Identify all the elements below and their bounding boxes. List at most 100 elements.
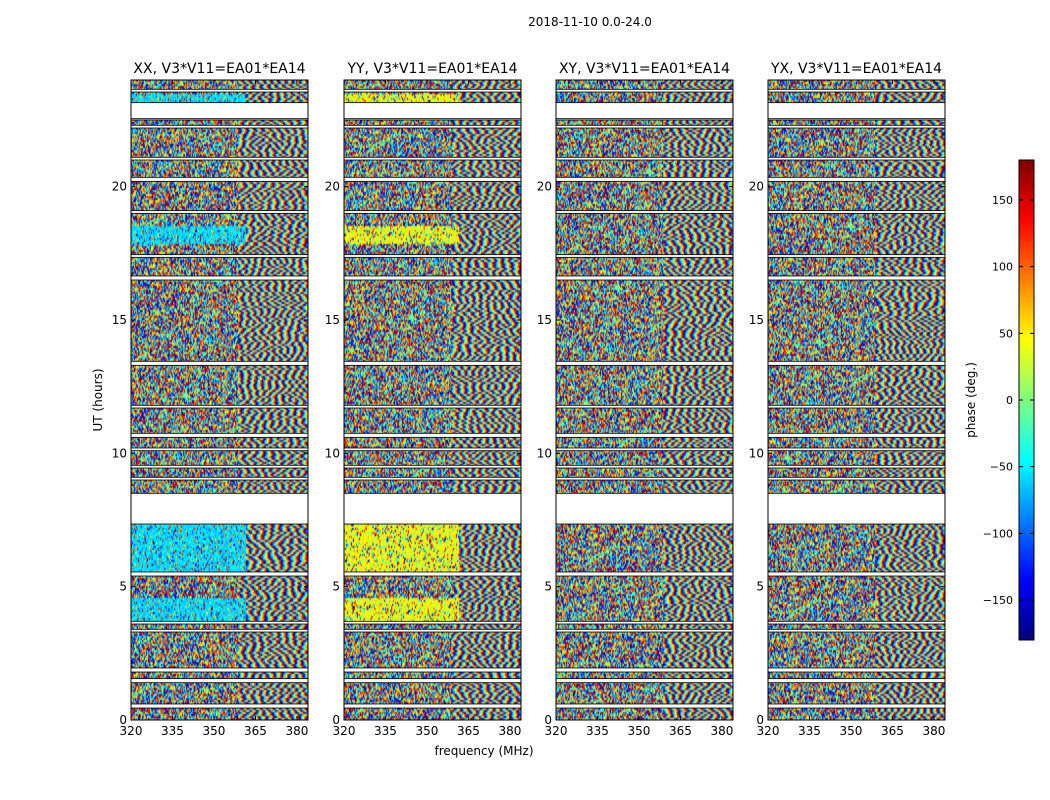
data-gap — [343, 628, 522, 633]
y-axis-label: UT (hours) — [91, 368, 105, 431]
x-tick-label: 380 — [710, 724, 733, 738]
data-gap — [767, 667, 946, 673]
data-gap — [767, 176, 946, 182]
data-gap — [555, 156, 734, 161]
data-gap — [555, 464, 734, 469]
data-gap — [343, 176, 522, 182]
y-tick-label: 20 — [749, 180, 764, 194]
y-tick-label: 15 — [112, 313, 127, 327]
data-gap — [343, 464, 522, 469]
colorbar-tick-label: 50 — [999, 327, 1013, 340]
data-gap — [767, 432, 946, 438]
panel-2: XY, V3*V11=EA01*EA14 320 335 350 365 380 0 5 10 1… — [537, 61, 734, 738]
data-gap — [767, 102, 946, 120]
data-gap — [555, 254, 734, 258]
data-gap — [555, 667, 734, 673]
colorbar: 150 100 50 0 −50 −100 −150 phase (deg.) — [964, 159, 1035, 641]
data-gap — [343, 102, 522, 120]
y-tick-label: 5 — [119, 580, 127, 594]
data-gap — [555, 628, 734, 633]
colorbar-tick-label: −150 — [983, 594, 1013, 607]
data-gap — [767, 476, 946, 481]
data-gap — [555, 432, 734, 438]
x-tick-label: 380 — [498, 724, 521, 738]
y-tick-label: 0 — [544, 713, 552, 727]
data-gap — [130, 404, 309, 409]
data-gap — [130, 492, 309, 525]
data-gap — [130, 464, 309, 469]
x-tick-label: 320 — [120, 724, 143, 738]
x-tick-label: 380 — [285, 724, 308, 738]
y-tick-label: 5 — [756, 580, 764, 594]
panel-title: YX, V3*V11=EA01*EA14 — [770, 61, 942, 77]
x-tick-label: 335 — [798, 724, 821, 738]
y-tick-label: 5 — [544, 580, 552, 594]
panel-frame — [767, 79, 946, 721]
y-tick-label: 0 — [332, 713, 340, 727]
data-gap — [130, 432, 309, 438]
panel-title: XY, V3*V11=EA01*EA14 — [559, 61, 730, 77]
data-gap — [343, 275, 522, 281]
x-tick-label: 365 — [244, 724, 267, 738]
data-gap — [343, 156, 522, 161]
data-gap — [767, 88, 946, 93]
data-gap — [767, 124, 946, 129]
data-gap — [130, 678, 309, 684]
data-gap — [555, 476, 734, 481]
data-gap — [130, 620, 309, 625]
y-tick-label: 10 — [325, 446, 340, 460]
x-tick-label: 380 — [922, 724, 945, 738]
x-tick-label: 320 — [545, 724, 568, 738]
panel-frame — [343, 79, 522, 721]
data-gap — [555, 620, 734, 625]
data-gap — [767, 210, 946, 214]
data-gap — [767, 156, 946, 161]
y-tick-label: 10 — [537, 446, 552, 460]
x-tick-label: 335 — [586, 724, 609, 738]
figure-suptitle: 2018-11-10 0.0-24.0 — [528, 15, 652, 29]
y-tick-label: 20 — [112, 180, 127, 194]
data-gap — [343, 210, 522, 214]
data-gap — [343, 447, 522, 452]
panel-title: YY, V3*V11=EA01*EA14 — [346, 61, 517, 77]
data-gap — [130, 667, 309, 673]
panel-frame — [555, 79, 734, 721]
data-gap — [555, 88, 734, 93]
data-gap — [130, 703, 309, 709]
data-gap — [555, 102, 734, 120]
data-gap — [555, 210, 734, 214]
data-gap — [343, 703, 522, 709]
data-gap — [555, 275, 734, 281]
data-gap — [130, 476, 309, 481]
y-tick-label: 10 — [749, 446, 764, 460]
data-gap — [130, 88, 309, 93]
colorbar-tick-label: 150 — [992, 194, 1013, 207]
data-gap — [767, 464, 946, 469]
phase-heatmap — [131, 80, 308, 720]
data-gap — [767, 628, 946, 633]
y-tick-label: 15 — [537, 313, 552, 327]
data-gap — [130, 628, 309, 633]
colorbar-tick-label: 0 — [1006, 394, 1013, 407]
x-tick-label: 335 — [374, 724, 397, 738]
data-gap — [343, 404, 522, 409]
data-gap — [555, 703, 734, 709]
data-gap — [130, 124, 309, 129]
data-gap — [555, 678, 734, 684]
y-tick-label: 5 — [332, 580, 340, 594]
y-tick-label: 15 — [749, 313, 764, 327]
colorbar-label: phase (deg.) — [964, 362, 978, 438]
data-gap — [130, 176, 309, 182]
panel-title: XX, V3*V11=EA01*EA14 — [133, 61, 305, 77]
data-gap — [767, 678, 946, 684]
panels-group: XX, V3*V11=EA01*EA14 320 335 350 365 380 0 5 10 1… — [112, 61, 946, 738]
data-gap — [555, 571, 734, 577]
data-gap — [555, 176, 734, 182]
data-gap — [130, 275, 309, 281]
data-gap — [343, 667, 522, 673]
y-tick-label: 20 — [325, 180, 340, 194]
data-gap — [767, 703, 946, 709]
data-gap — [130, 102, 309, 120]
data-gap — [343, 476, 522, 481]
